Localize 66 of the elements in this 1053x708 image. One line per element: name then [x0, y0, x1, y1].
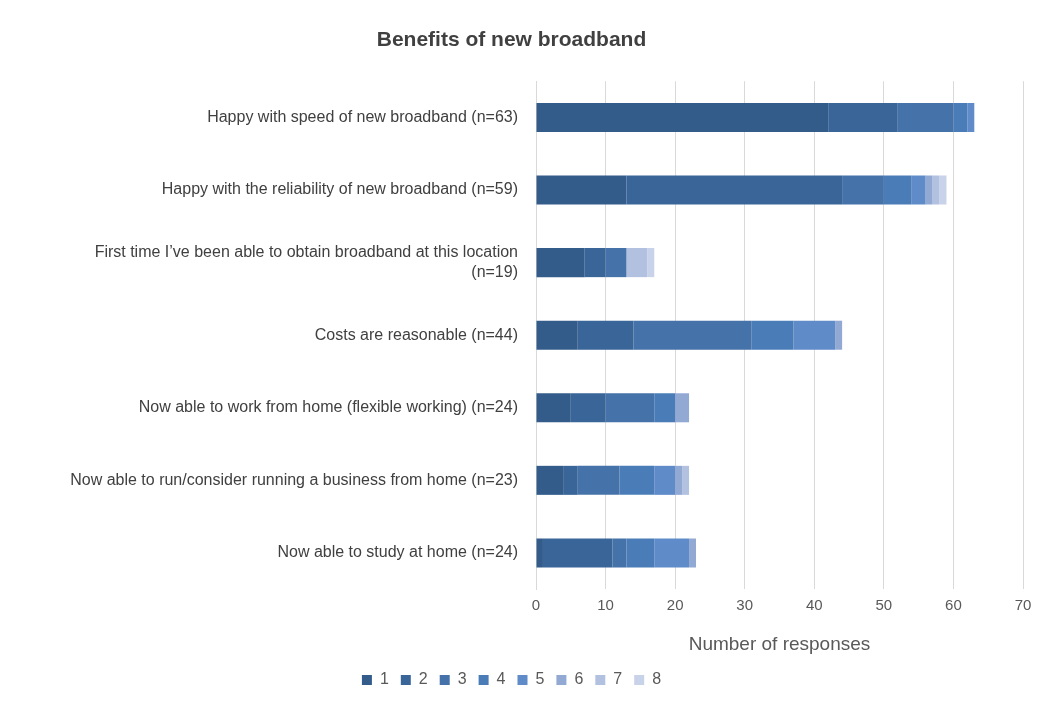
bar: [953, 102, 968, 132]
bar: [675, 465, 683, 495]
bar: [536, 465, 564, 495]
bar: [675, 393, 690, 423]
bar: [633, 320, 752, 350]
bar: [911, 175, 926, 205]
x-tick-label: 20: [666, 596, 684, 614]
bar: [570, 393, 606, 423]
legend-label: 2: [418, 670, 428, 688]
bar: [654, 538, 690, 568]
x-tick-label: 40: [805, 596, 823, 614]
bar: [925, 175, 933, 205]
legend-label: 7: [613, 670, 623, 688]
y-tick-label: Happy with speed of new broadband (n=63): [207, 107, 518, 125]
x-tick-label: 30: [736, 596, 754, 614]
legend-label: 1: [379, 670, 389, 688]
bar: [626, 175, 843, 205]
chart-title: Benefits of new broadband: [376, 27, 647, 51]
bar: [967, 102, 975, 132]
y-tick-label: Costs are reasonable (n=44): [314, 325, 518, 343]
bar: [577, 465, 620, 495]
legend-label: 5: [535, 670, 545, 688]
bar: [612, 538, 627, 568]
bar: [563, 465, 578, 495]
bar: [542, 538, 613, 568]
bar: [536, 175, 627, 205]
bar: [584, 248, 606, 278]
bar: [897, 102, 954, 132]
bar: [536, 538, 543, 568]
legend-label: 6: [574, 670, 584, 688]
y-tick-label: Now able to study at home (n=24): [277, 543, 518, 561]
bar: [835, 320, 843, 350]
bar: [689, 538, 697, 568]
y-tick-label: Now able to work from home (flexible working) (n=24): [138, 398, 518, 416]
bar: [536, 248, 585, 278]
bar: [647, 248, 655, 278]
x-tick-label: 10: [597, 596, 614, 614]
x-tick-label: 70: [1014, 596, 1032, 614]
bar: [654, 465, 676, 495]
y-tick-label: Happy with the reliability of new broadband (n=59): [161, 180, 518, 198]
bar: [828, 102, 898, 132]
x-tick-label: 50: [875, 596, 893, 614]
y-tick-label: First time I’ve been able to obtain broadband at this location (n=19): [94, 243, 518, 280]
legend-label: 4: [496, 670, 506, 688]
bar: [619, 465, 655, 495]
bar: [626, 538, 655, 568]
x-tick-label: 0: [531, 596, 541, 614]
bar: [536, 102, 829, 132]
bar: [883, 175, 912, 205]
bar: [605, 248, 627, 278]
bar: [654, 393, 676, 423]
bar: [793, 320, 836, 350]
y-tick-label: Now able to run/consider running a business from home (n=23): [70, 470, 518, 488]
legend-label: 8: [652, 670, 662, 688]
bar: [536, 320, 578, 350]
legend-label: 3: [457, 670, 467, 688]
bar: [605, 393, 655, 423]
bar: [577, 320, 634, 350]
x-axis-title: Number of responses: [688, 632, 871, 654]
bar: [536, 393, 571, 423]
bar: [842, 175, 884, 205]
x-tick-label: 60: [945, 596, 962, 614]
bar: [682, 465, 690, 495]
bar: [626, 248, 648, 278]
bar: [751, 320, 794, 350]
bar: [932, 175, 940, 205]
